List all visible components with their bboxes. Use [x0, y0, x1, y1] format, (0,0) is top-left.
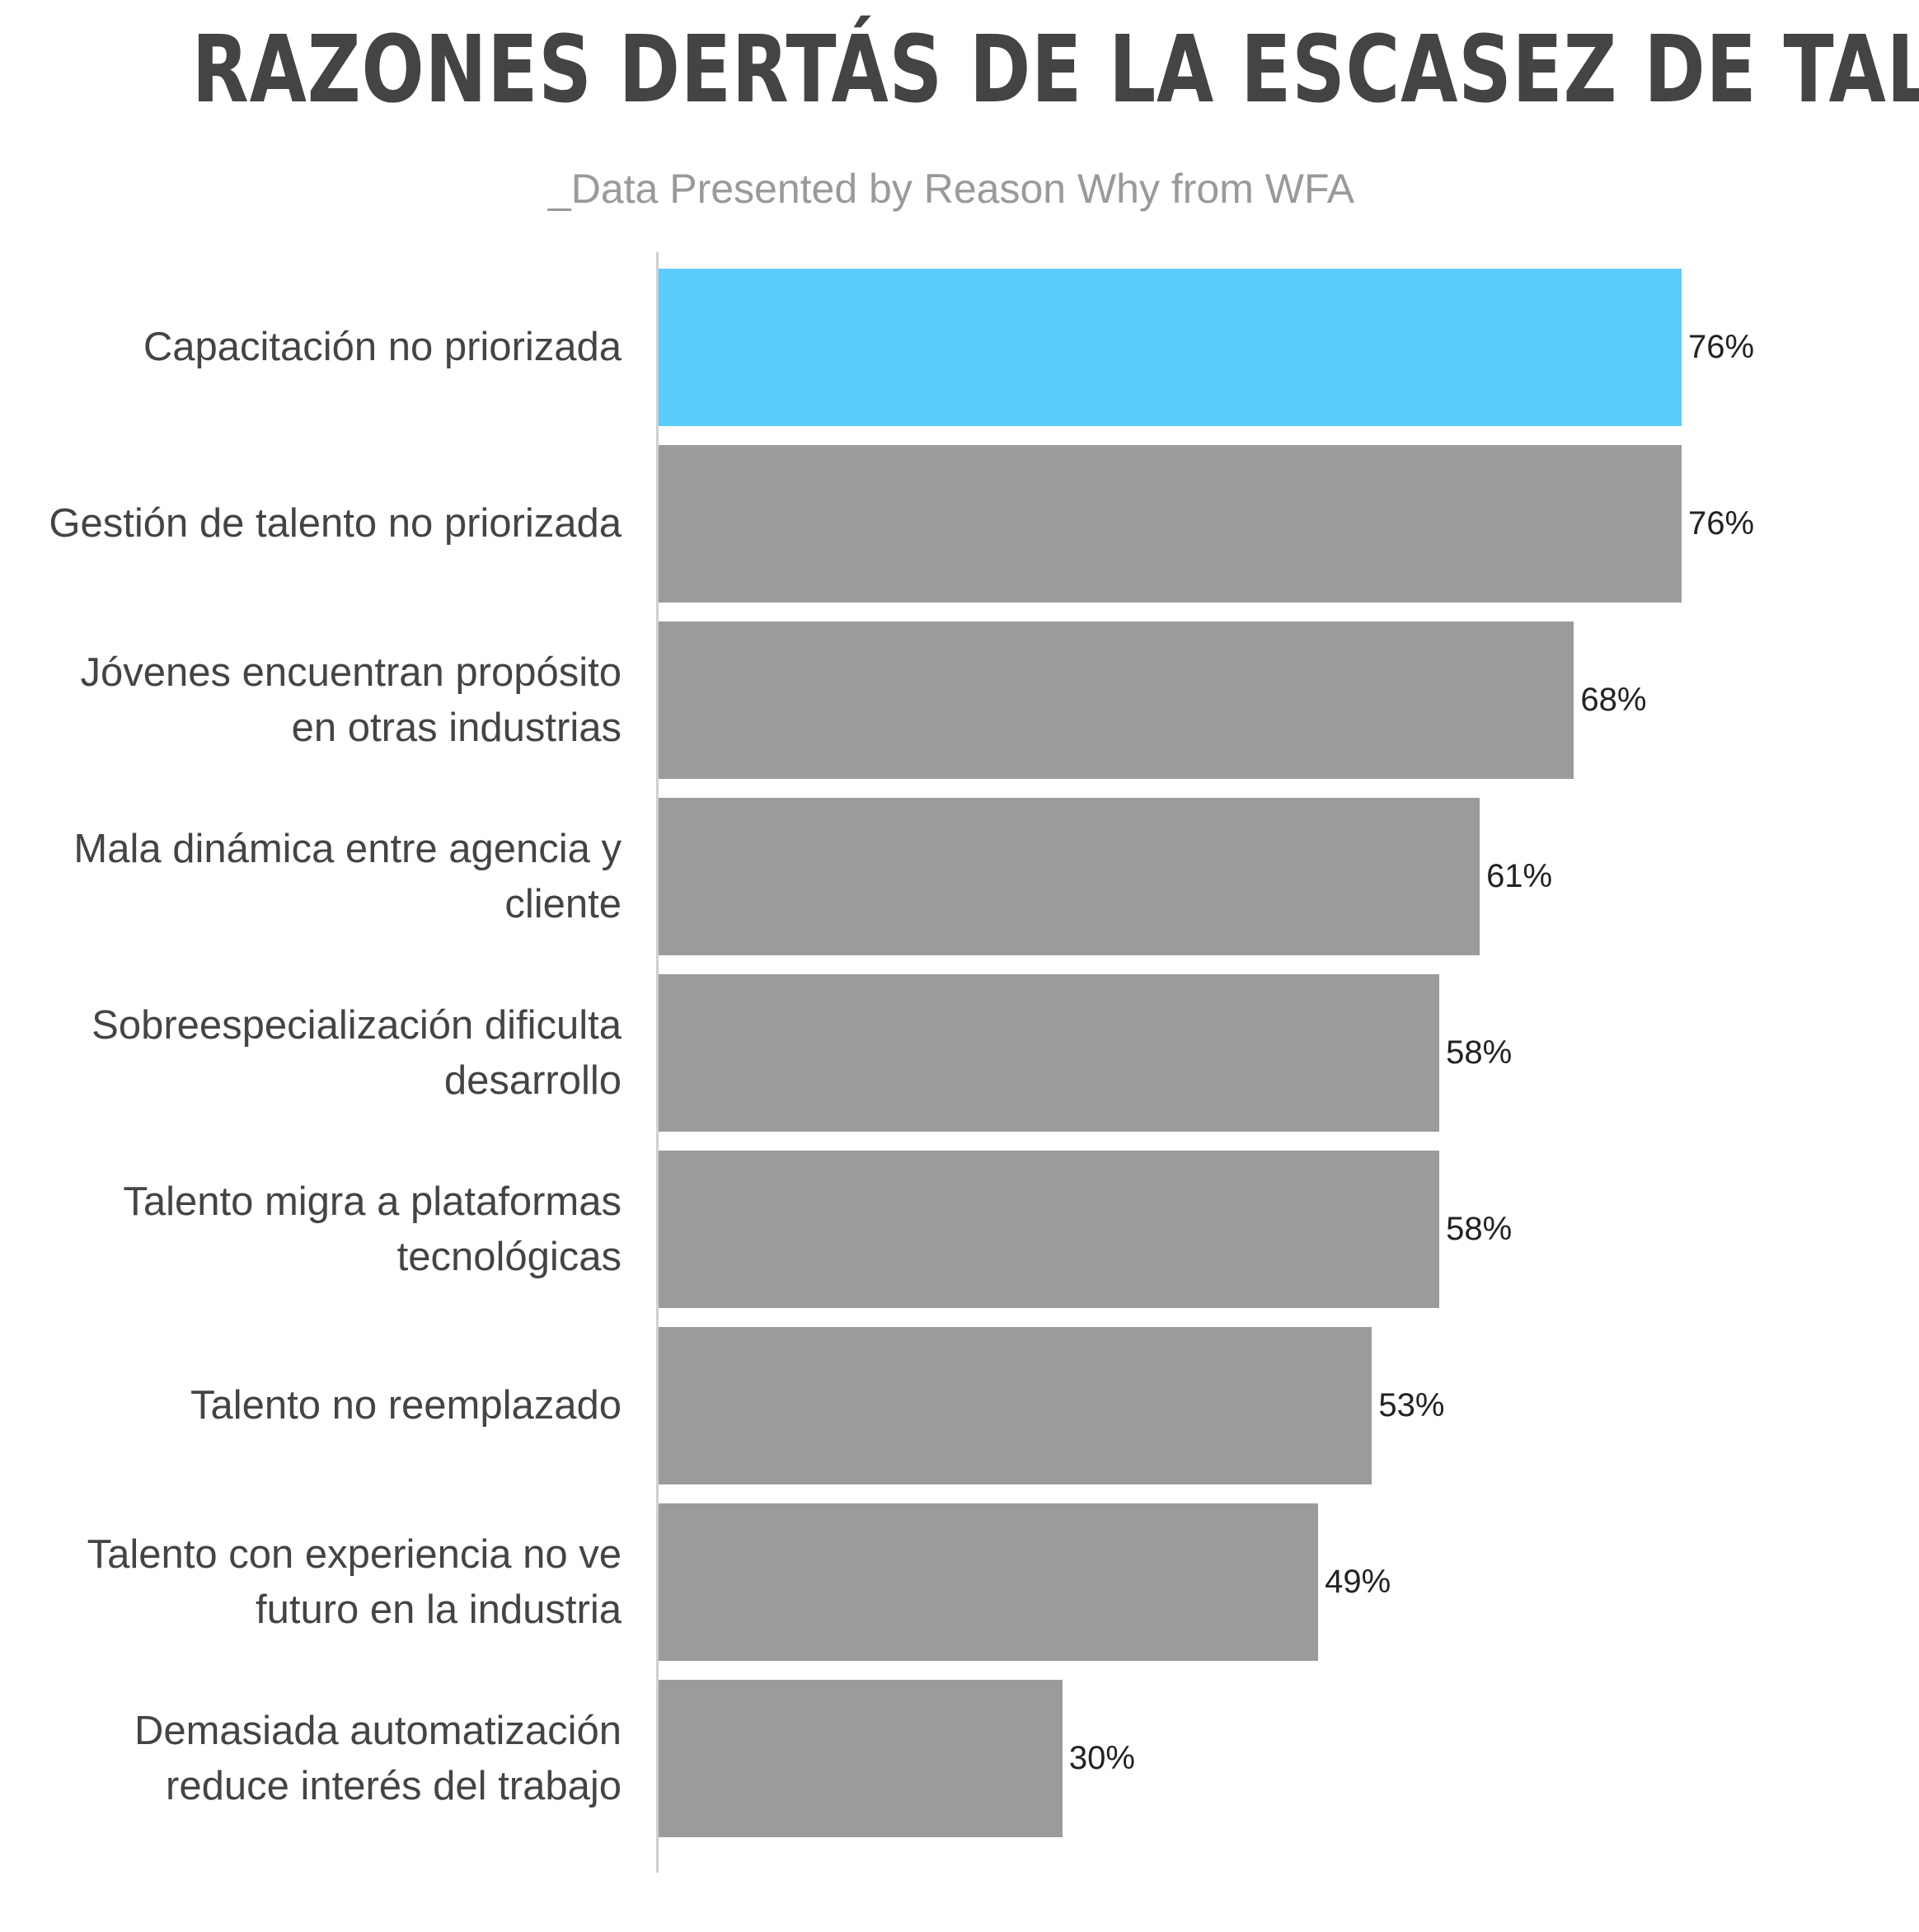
category-label: Capacitación no priorizada: [143, 325, 622, 369]
bar: [659, 1327, 1372, 1484]
bar: [659, 269, 1682, 426]
value-label: 53%: [1378, 1387, 1445, 1423]
bar: [659, 621, 1574, 779]
category-label: Jóvenes encuentran propósito en otras in…: [80, 649, 622, 750]
category-label: Gestión de talento no priorizada: [49, 501, 622, 546]
category-label: Mala dinámica entre agencia y cliente: [73, 826, 622, 926]
axis-line: [656, 252, 659, 1873]
value-label: 58%: [1446, 1034, 1513, 1071]
value-label: 76%: [1688, 505, 1755, 542]
category-label: Sobreespecialización dificulta desarroll…: [91, 1002, 622, 1103]
bar: [659, 445, 1682, 603]
value-label: 61%: [1486, 858, 1553, 894]
bar: [659, 1680, 1063, 1837]
value-label: 49%: [1325, 1564, 1391, 1600]
category-label: Talento migra a plataformas tecnológicas: [123, 1179, 622, 1279]
value-label: 58%: [1446, 1211, 1513, 1247]
bar: [659, 1151, 1440, 1308]
value-label: 30%: [1068, 1740, 1135, 1776]
category-label: Talento no reemplazado: [190, 1383, 622, 1428]
category-label: Talento con experiencia no ve futuro en …: [87, 1531, 622, 1632]
category-label: Demasiada automatización reduce interés …: [134, 1708, 622, 1808]
bar: [659, 1503, 1319, 1661]
bar: [659, 974, 1440, 1132]
chart-title: RAZONES DERTÁS DE LA ESCASEZ DE TALENTO: [191, 16, 1919, 124]
value-label: 68%: [1580, 682, 1647, 718]
value-label: 76%: [1688, 329, 1755, 365]
bar: [659, 798, 1480, 955]
chart-subtitle: _Data Presented by Reason Why from WFA: [547, 166, 1355, 212]
